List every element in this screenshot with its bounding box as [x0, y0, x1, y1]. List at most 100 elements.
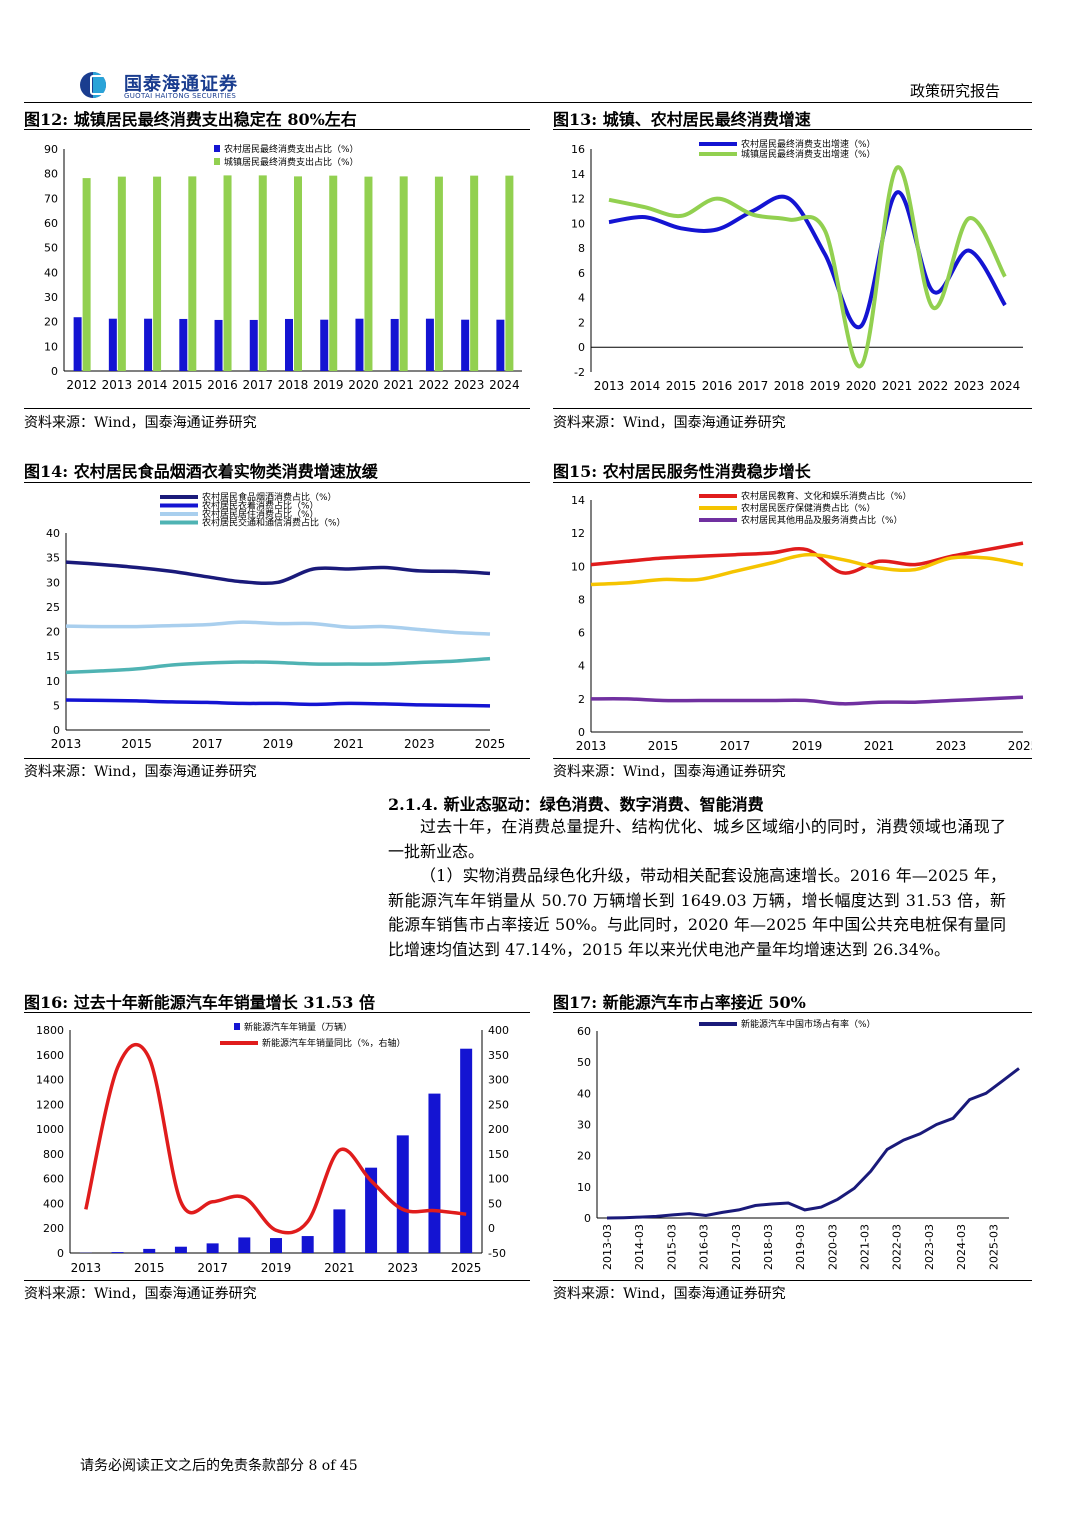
fig12-bar-rural [461, 319, 470, 371]
fig15-legend-label: 农村居民医疗保健消费占比（%） [741, 502, 876, 514]
fig14-x-tick-label: 2025 [475, 737, 506, 751]
fig15-legend-label: 农村居民教育、文化和娱乐消费占比（%） [741, 490, 912, 502]
fig14-x-tick-label: 2017 [192, 737, 223, 751]
fig12-bar-rural [285, 318, 293, 371]
fig12-bar-rural [108, 318, 117, 371]
fig13-y-tick-label: 16 [571, 143, 585, 156]
fig12-bar-urban [294, 176, 302, 371]
fig12-bar-rural [425, 318, 434, 371]
fig17-y-tick-label: 20 [577, 1150, 591, 1163]
fig17-x-tick-label: 2023-03 [923, 1224, 936, 1270]
chart-fig17: 0 10 20 30 40 50 60 2013-03 2014-03 2015-03 2016-0… [577, 1018, 1020, 1270]
fig15-bottom-rule [553, 758, 1032, 759]
fig16-bottom-rule [24, 1280, 530, 1281]
fig13-legend-label: 农村居民最终消费支出增速（%） [741, 138, 876, 150]
fig16-y-tick-label: 400 [43, 1197, 64, 1210]
figure-14-source: 资料来源：Wind，国泰海通证券研究 [24, 764, 257, 780]
fig16-title-rule [24, 1012, 530, 1013]
fig13-x-tick-label: 2018 [774, 379, 805, 393]
fig15-legend-label: 农村居民其他用品及服务消费占比（%） [741, 514, 903, 526]
fig14-legend-label: 农村居民食品烟酒消费占比（%） [202, 491, 337, 503]
fig15-x-tick-label: 2015 [648, 739, 679, 753]
logo-mark-icon [80, 72, 110, 98]
fig17-x-tick-label: 2019-03 [794, 1224, 807, 1270]
fig16-bar-sales [460, 1048, 473, 1253]
fig15-y-tick-label: 6 [578, 627, 585, 640]
fig14-y-tick-label: 25 [46, 601, 60, 614]
fig15-x-tick-label: 2025 [1008, 739, 1032, 753]
fig12-bar-rural [179, 318, 188, 371]
fig16-y-tick-label: 800 [43, 1148, 64, 1161]
fig13-y-tick-label: 0 [578, 341, 585, 354]
fig13-series-line-0 [608, 190, 1007, 330]
fig17-y-tick-label: 40 [577, 1087, 591, 1100]
fig14-bottom-rule [24, 758, 530, 759]
fig14-x-tick-label: 2019 [263, 737, 294, 751]
fig15-y-tick-label: 8 [578, 593, 585, 606]
fig13-y-tick-label: 12 [571, 193, 585, 206]
fig17-x-tick-label: 2022-03 [891, 1224, 904, 1270]
fig16-bar-sales [206, 1243, 219, 1253]
fig16-bar-sales [333, 1209, 346, 1253]
fig13-x-tick-label: 2014 [630, 379, 661, 393]
fig12-bar-urban [82, 178, 91, 371]
figure-15-source: 资料来源：Wind，国泰海通证券研究 [553, 764, 786, 780]
fig12-x-tick-label: 2016 [207, 378, 238, 392]
fig16-y2-tick-label: 250 [488, 1098, 509, 1111]
fig16-x-tick-label: 2021 [324, 1261, 355, 1275]
fig16-x-tick-label: 2019 [261, 1261, 292, 1275]
body-paragraph-2: （1）实物消费品绿色化升级，带动相关配套设施高速增长。2016 年—2025 年… [388, 866, 1006, 959]
fig12-bar-urban [188, 176, 197, 371]
fig12-y-tick-label: 60 [44, 217, 58, 230]
fig14-y-tick-label: 40 [46, 527, 60, 540]
fig13-title-rule [553, 129, 1032, 130]
fig14-y-tick-label: 30 [46, 576, 60, 589]
fig13-x-tick-label: 2015 [666, 379, 697, 393]
fig12-x-tick-label: 2022 [419, 378, 450, 392]
fig16-y2-tick-label: 400 [488, 1024, 509, 1037]
fig12-y-tick-label: 70 [44, 192, 58, 205]
fig13-y-tick-label: 6 [578, 267, 585, 280]
chart-fig15: 0 2 4 6 8 10 12 14 2013 2015 2017 2019 2021 2023 2025 农… [571, 490, 1032, 753]
fig12-bar-urban [258, 175, 267, 371]
fig16-bar-sales [396, 1135, 409, 1253]
fig15-x-tick-label: 2023 [936, 739, 967, 753]
fig12-legend-label: 农村居民最终消费支出占比（%） [224, 143, 359, 155]
fig15-y-tick-label: 14 [571, 494, 585, 507]
figure-13-title: 图13: 城镇、农村居民最终消费增速 [553, 110, 811, 129]
fig13-series-line-1 [608, 165, 1007, 368]
fig16-bar-sales [238, 1237, 251, 1253]
fig16-legend-label: 新能源汽车年销量（万辆） [244, 1021, 352, 1033]
fig12-x-tick-label: 2012 [66, 378, 97, 392]
fig16-y-tick-label: 1400 [36, 1074, 64, 1087]
fig12-bar-rural [214, 319, 223, 371]
fig15-x-tick-label: 2017 [720, 739, 751, 753]
fig17-y-tick-label: 60 [577, 1025, 591, 1038]
fig17-x-tick-label: 2021-03 [859, 1224, 872, 1270]
fig16-y2-tick-label: -50 [488, 1247, 506, 1260]
fig16-y2-tick-label: 50 [488, 1197, 502, 1210]
logo-subtext: GUOTAI HAITONG SECURITIES [124, 92, 237, 100]
fig13-y-tick-label: 14 [571, 168, 585, 181]
fig12-bar-urban [434, 176, 443, 371]
fig12-legend-label: 城镇居民最终消费支出占比（%） [224, 156, 359, 168]
fig13-legend-label: 城镇居民最终消费支出增速（%） [741, 148, 876, 160]
fig17-bottom-rule [553, 1280, 1032, 1281]
chart-fig16: 0 200 400 600 800 1000 1200 1400 1600 1800 -50 0 50 1… [36, 1021, 509, 1275]
fig16-y-tick-label: 1800 [36, 1024, 64, 1037]
fig17-series-line [606, 1067, 1020, 1220]
fig12-bar-rural [73, 317, 82, 371]
fig16-bar-sales [428, 1093, 441, 1253]
fig13-bottom-rule [553, 408, 1032, 409]
fig15-y-tick-label: 12 [571, 527, 585, 540]
fig13-y-tick-label: 4 [578, 292, 585, 305]
fig12-x-tick-label: 2013 [102, 378, 133, 392]
fig14-series-line-0 [65, 560, 491, 586]
fig17-x-tick-label: 2014-03 [633, 1224, 646, 1270]
fig15-y-tick-label: 0 [578, 726, 585, 739]
fig17-legend-label: 新能源汽车中国市场占有率（%） [741, 1018, 876, 1030]
fig12-x-tick-label: 2021 [383, 378, 414, 392]
fig16-y2-tick-label: 200 [488, 1123, 509, 1136]
figure-15-title: 图15: 农村居民服务性消费稳步增长 [553, 462, 811, 481]
